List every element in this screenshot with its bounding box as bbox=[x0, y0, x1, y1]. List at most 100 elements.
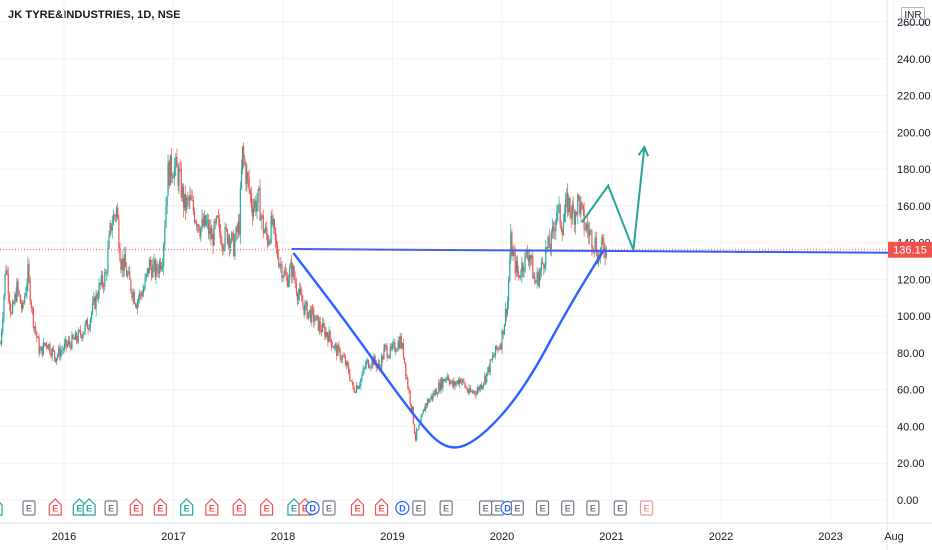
candle-body bbox=[476, 390, 478, 395]
candle-body bbox=[96, 293, 98, 299]
resistance-line bbox=[291, 248, 891, 254]
candle-body bbox=[362, 368, 364, 375]
candle-body bbox=[117, 207, 119, 220]
candle-body bbox=[76, 340, 78, 343]
candle-body bbox=[237, 221, 239, 233]
candle-body bbox=[33, 326, 36, 328]
candle-body bbox=[408, 388, 410, 392]
candle-body bbox=[274, 227, 277, 241]
candle-body bbox=[257, 189, 259, 203]
earnings-marker bbox=[374, 498, 389, 516]
candle-body bbox=[464, 382, 466, 388]
candle-body bbox=[524, 253, 526, 271]
candle-body bbox=[224, 227, 226, 247]
candle-body bbox=[21, 302, 23, 309]
price-axis-label: 220.00 bbox=[897, 91, 931, 103]
last-price-tag bbox=[888, 241, 932, 258]
candle-body bbox=[481, 385, 484, 389]
candle-body bbox=[110, 223, 112, 231]
candle-body bbox=[398, 341, 400, 349]
earnings-marker bbox=[439, 500, 453, 516]
candle-body bbox=[286, 276, 289, 287]
candle-body bbox=[201, 218, 203, 228]
candle-body bbox=[239, 188, 241, 235]
earnings-marker bbox=[48, 498, 62, 516]
candle-body bbox=[174, 165, 176, 178]
candle-body bbox=[401, 343, 404, 348]
candle-body bbox=[179, 168, 181, 170]
candle-body bbox=[568, 197, 570, 213]
candle-body bbox=[183, 193, 186, 208]
candle-body bbox=[212, 234, 214, 246]
candle-body bbox=[498, 347, 500, 349]
earnings-marker bbox=[586, 500, 600, 516]
candle-body bbox=[354, 391, 356, 393]
candle-body bbox=[360, 378, 362, 386]
candle-body bbox=[130, 279, 132, 292]
candle-body bbox=[254, 200, 256, 208]
candle-body bbox=[27, 264, 29, 285]
candle-body bbox=[95, 293, 97, 309]
candle-body bbox=[30, 302, 32, 308]
candle-body bbox=[506, 301, 509, 315]
candle-body bbox=[7, 274, 9, 295]
candle-body bbox=[176, 156, 178, 168]
candle-body bbox=[28, 264, 30, 279]
candle-body bbox=[191, 199, 193, 201]
candle-body bbox=[514, 253, 516, 273]
candle-body bbox=[83, 331, 85, 335]
candle-body bbox=[450, 381, 452, 384]
candle-body bbox=[13, 302, 15, 304]
earnings-marker bbox=[561, 500, 575, 516]
candle-body bbox=[594, 237, 596, 250]
candle-body bbox=[72, 334, 74, 339]
candle-body bbox=[271, 216, 273, 225]
price-axis-label: 260.00 bbox=[897, 17, 931, 29]
candle-body bbox=[22, 302, 25, 304]
candle-body bbox=[135, 305, 137, 309]
candle-body bbox=[504, 308, 507, 325]
candle-body bbox=[361, 374, 363, 379]
candle-body bbox=[416, 429, 418, 440]
candle-body bbox=[82, 334, 84, 339]
candle-body bbox=[85, 319, 87, 324]
candle-body bbox=[78, 330, 81, 332]
candle-body bbox=[454, 381, 456, 386]
candle-body bbox=[557, 205, 559, 213]
candle-body bbox=[14, 293, 16, 304]
candle-body bbox=[73, 338, 75, 340]
candle-body bbox=[542, 261, 544, 264]
currency-unit-badge[interactable]: INR bbox=[901, 7, 925, 25]
candle-body bbox=[38, 337, 40, 354]
candle-body bbox=[395, 350, 397, 352]
price-axis-label: 0.00 bbox=[897, 495, 918, 507]
candle-body bbox=[59, 347, 61, 358]
candle-body bbox=[19, 295, 21, 304]
candle-body bbox=[25, 292, 27, 297]
candle-body bbox=[115, 215, 117, 217]
candle-body bbox=[532, 255, 534, 279]
candle-body bbox=[562, 222, 564, 235]
candle-body bbox=[554, 229, 556, 232]
candle-body bbox=[520, 276, 522, 278]
candle-body bbox=[318, 321, 321, 331]
candle-body bbox=[535, 281, 537, 284]
candle-body bbox=[93, 297, 95, 303]
earnings-marker-letter: E bbox=[416, 504, 422, 514]
candle-body bbox=[18, 291, 20, 296]
chart-title: JK TYRE&INDUSTRIES, 1D, NSE bbox=[8, 9, 181, 21]
earnings-marker-letter: E bbox=[302, 504, 308, 514]
candle-body bbox=[223, 246, 225, 251]
candle-body bbox=[172, 177, 175, 179]
earnings-marker-letter: E bbox=[565, 504, 571, 514]
candle-body bbox=[187, 197, 189, 199]
candle-body bbox=[94, 297, 96, 309]
earnings-marker bbox=[232, 498, 246, 516]
candle-body bbox=[264, 227, 267, 232]
candle-body bbox=[163, 244, 165, 267]
candle-body bbox=[349, 372, 351, 381]
candle-body bbox=[190, 195, 192, 200]
candle-body bbox=[39, 350, 41, 354]
candle-body bbox=[512, 251, 514, 256]
